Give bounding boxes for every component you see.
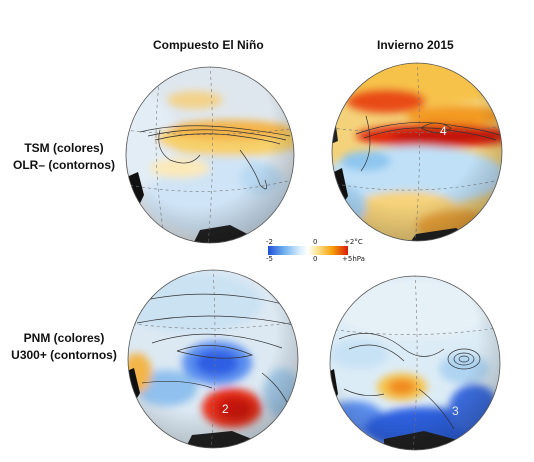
colorbar-bottom-mid: 0 <box>313 255 318 263</box>
row-label-top-line1: TSM (colores) <box>24 141 104 155</box>
colorbar-top-min: -2 <box>266 238 273 246</box>
globe-slp-composite: 2 <box>127 269 299 449</box>
colorbar <box>268 246 348 255</box>
colorbar-bottom-min: -5 <box>266 255 273 263</box>
globe-sst-2015: 4 <box>331 62 503 242</box>
colorbar-top-max: +2°C <box>344 238 363 246</box>
row-label-bottom-line2: U300+ (contornos) <box>11 348 117 362</box>
row-label-bottom-line1: PNM (colores) <box>23 331 105 345</box>
row-label-top: TSM (colores) OLR– (contornos) <box>8 140 120 174</box>
row-label-bottom: PNM (colores) U300+ (contornos) <box>8 330 120 364</box>
column-title-2015: Invierno 2015 <box>377 38 454 52</box>
colorbar-bottom-max: +5hPa <box>342 255 365 263</box>
globe-slp-2015: 3 <box>329 275 501 451</box>
column-title-composite: Compuesto El Niño <box>153 38 264 52</box>
globe-sst-composite <box>125 66 295 244</box>
row-label-top-line2: OLR– (contornos) <box>13 158 115 172</box>
colorbar-top-mid: 0 <box>313 238 318 246</box>
